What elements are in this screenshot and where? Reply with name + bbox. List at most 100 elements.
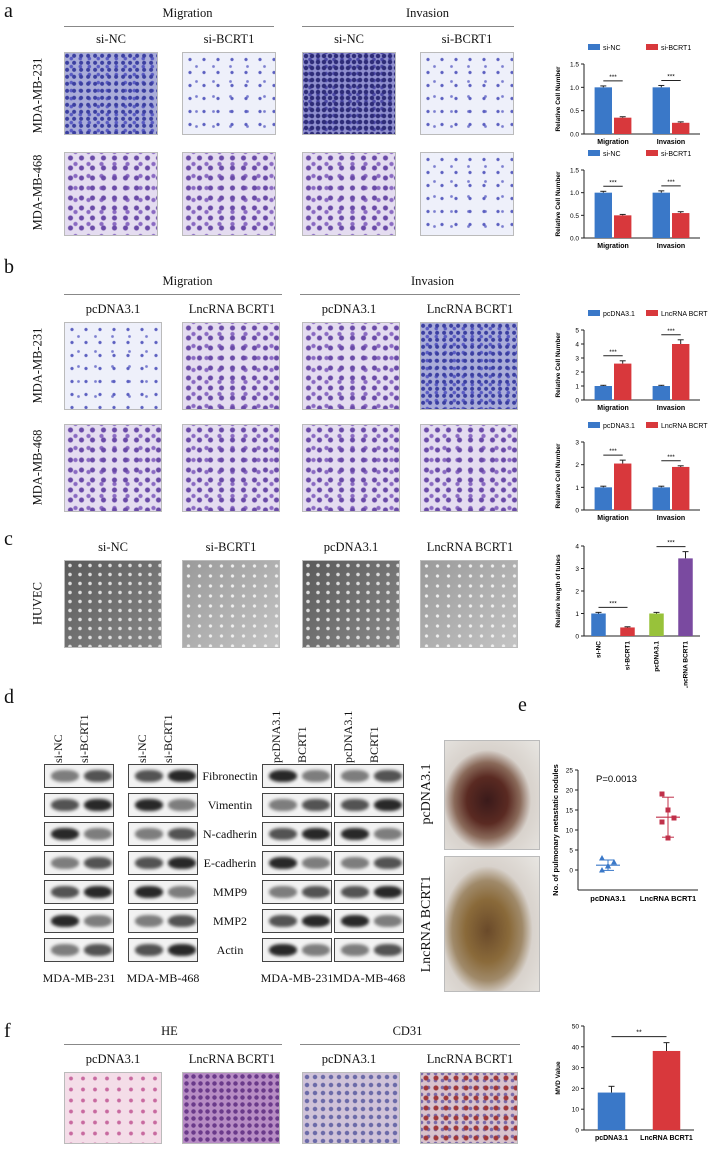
significance-mark: *** xyxy=(667,179,675,186)
protein-band xyxy=(269,914,297,928)
significance-mark: *** xyxy=(667,540,675,547)
protein-band xyxy=(341,827,369,841)
protein-band xyxy=(51,914,79,928)
y-tick-label: 1 xyxy=(575,384,579,391)
protein-band xyxy=(269,856,297,870)
legend-entry: LncRNA BCRT1 xyxy=(661,423,708,430)
protein-label: Fibronectin xyxy=(202,769,258,783)
blot-strip xyxy=(44,938,114,962)
protein-band xyxy=(374,827,402,841)
y-tick-label: 0.0 xyxy=(570,132,579,139)
bar xyxy=(620,627,635,636)
protein-band xyxy=(269,885,297,899)
protein-band xyxy=(374,856,402,870)
protein-band xyxy=(168,827,196,841)
lung-photo xyxy=(444,856,540,992)
column-label: pcDNA3.1 xyxy=(85,302,141,316)
bar-chart-c1: 0 1 2 3 4 Relative length of tubes si-NC si-BCR… xyxy=(555,540,700,688)
bar xyxy=(652,386,670,400)
blot-strip xyxy=(262,880,332,904)
protein-band xyxy=(168,769,196,783)
legend-entry: LncRNA BCRT1 xyxy=(661,311,708,318)
protein-band xyxy=(168,914,196,928)
panel-label-e: e xyxy=(518,694,527,716)
micrograph xyxy=(182,52,276,135)
y-axis-label: Relative Cell Number xyxy=(555,332,562,397)
blot-strip xyxy=(262,909,332,933)
y-tick-label: 1.5 xyxy=(570,62,579,69)
y-tick-label: 1.0 xyxy=(570,85,579,92)
legend-swatch xyxy=(646,150,658,156)
micrograph xyxy=(64,322,162,410)
panel-label-d: d xyxy=(4,686,14,708)
micrograph xyxy=(420,560,518,648)
protein-band xyxy=(302,885,330,899)
bar xyxy=(672,122,690,134)
x-tick-label: pcDNA3.1 xyxy=(590,894,625,903)
group-header-migration-b: Migration xyxy=(162,274,213,288)
protein-band xyxy=(168,798,196,812)
group-divider xyxy=(64,1044,282,1045)
protein-band xyxy=(84,885,112,899)
significance-mark: *** xyxy=(667,454,675,461)
legend-swatch xyxy=(588,422,600,428)
protein-band xyxy=(135,827,163,841)
group-divider xyxy=(300,1044,520,1045)
row-label: MDA-MB-231 xyxy=(30,57,45,134)
group-header-migration-a: Migration xyxy=(162,6,213,20)
significance-mark: *** xyxy=(609,349,617,356)
bar xyxy=(672,344,690,400)
micrograph xyxy=(420,424,518,512)
protein-band xyxy=(168,885,196,899)
bar xyxy=(614,463,632,510)
column-label: pcDNA3.1 xyxy=(321,1052,377,1066)
bar xyxy=(652,1050,681,1130)
blot-strip xyxy=(334,909,404,933)
cell-line-label: MDA-MB-468 xyxy=(332,971,406,985)
protein-label: E-cadherin xyxy=(203,856,257,870)
legend-swatch xyxy=(588,44,600,50)
legend-entry: si-NC xyxy=(603,151,621,158)
y-axis-label: No. of pulmonary metastatic nodules xyxy=(551,764,560,896)
x-tick-label: LncRNA BCRT1 xyxy=(640,894,696,903)
row-label: pcDNA3.1 xyxy=(419,763,434,825)
column-label: pcDNA3.1 xyxy=(321,302,377,316)
y-tick-label: 0 xyxy=(575,1128,579,1135)
blot-strip xyxy=(44,764,114,788)
micrograph xyxy=(420,52,514,135)
lane-label: si-BCRT1 xyxy=(77,714,91,763)
significance-mark: *** xyxy=(609,600,617,607)
panel-label-a: a xyxy=(4,0,13,22)
group-header-invasion-a: Invasion xyxy=(405,6,450,20)
bar xyxy=(614,363,632,400)
protein-band xyxy=(374,943,402,957)
protein-band xyxy=(302,827,330,841)
blot-strip xyxy=(44,851,114,875)
protein-band xyxy=(302,769,330,783)
data-point xyxy=(611,859,617,865)
x-tick-label: Migration xyxy=(597,405,629,412)
y-tick-label: 0 xyxy=(569,868,573,875)
y-tick-label: 0.0 xyxy=(570,236,579,243)
significance-mark: *** xyxy=(667,328,675,335)
protein-label: Vimentin xyxy=(207,798,253,812)
y-axis-label: Relative Cell Number xyxy=(555,443,562,508)
bar xyxy=(594,487,612,510)
y-tick-label: 3 xyxy=(575,356,579,363)
blot-strip xyxy=(128,851,198,875)
blot-strip xyxy=(128,938,198,962)
cell-line-label: MDA-MB-468 xyxy=(126,971,200,985)
micrograph xyxy=(64,1072,162,1144)
y-tick-label: 4 xyxy=(575,544,579,551)
column-label: pcDNA3.1 xyxy=(85,1052,141,1066)
blot-strip xyxy=(44,793,114,817)
bar xyxy=(594,192,612,238)
protein-band xyxy=(135,885,163,899)
y-tick-label: 5 xyxy=(569,848,573,855)
micrograph xyxy=(420,152,514,236)
y-tick-label: 0 xyxy=(575,634,579,641)
protein-band xyxy=(302,856,330,870)
legend-swatch xyxy=(646,44,658,50)
scatter-chart-e1: 0 5 10 15 20 25 No. of pulmonary metastatic no… xyxy=(551,764,698,903)
micrograph xyxy=(302,152,396,236)
